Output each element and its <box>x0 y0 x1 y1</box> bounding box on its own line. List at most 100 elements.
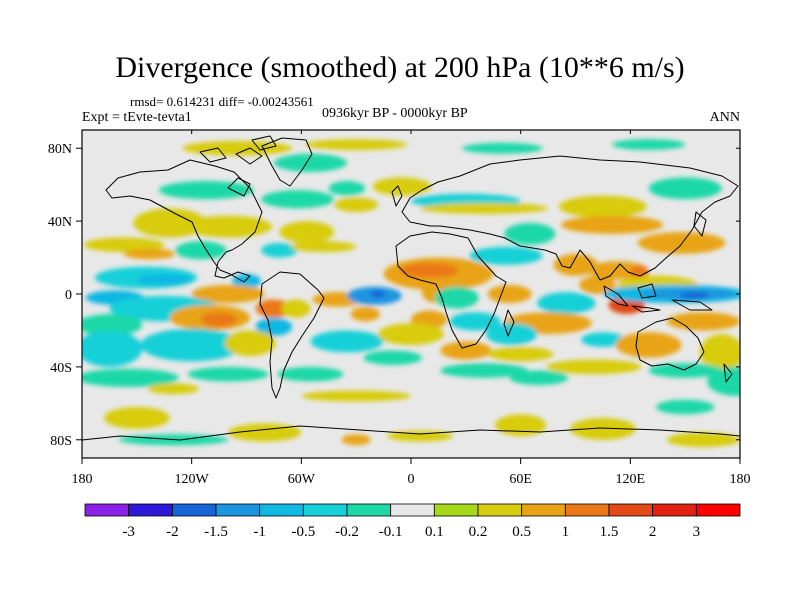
colorbar-label: -0.1 <box>379 524 403 540</box>
anomaly-cell <box>279 221 335 243</box>
colorbar-label: -3 <box>122 524 135 540</box>
anomaly-cell <box>82 330 143 367</box>
anomaly-cell <box>328 181 366 196</box>
anomaly-cell <box>370 290 386 298</box>
anomaly-cell <box>363 350 422 366</box>
anomaly-cell <box>184 215 273 238</box>
anomaly-cell <box>301 390 411 402</box>
colorbar-label: 0.5 <box>512 524 531 540</box>
anomaly-cell <box>559 195 647 218</box>
colorbar-swatch <box>84 503 130 517</box>
anomaly-cell <box>420 202 549 214</box>
anomaly-cell <box>255 317 293 336</box>
x-tick-label: 60E <box>509 472 532 487</box>
colorbar-label: 1.5 <box>600 524 619 540</box>
y-tick-label: 40N <box>48 215 72 230</box>
anomaly-cell <box>158 181 254 200</box>
anomaly-cell <box>334 197 379 212</box>
anomaly-cell <box>136 273 192 285</box>
anomaly-cell <box>630 264 649 280</box>
anomaly-cell <box>140 328 243 362</box>
anomaly-cell <box>261 242 298 258</box>
colorbar-swatch <box>259 503 304 517</box>
colorbar-label: 2 <box>649 524 657 540</box>
colorbar-label: -1 <box>253 524 266 540</box>
divergence-field <box>82 139 740 448</box>
anomaly-cell <box>579 275 616 294</box>
colorbar-swatch <box>302 503 348 517</box>
y-tick-label: 80S <box>50 434 72 449</box>
x-tick-label: 0 <box>408 472 415 487</box>
anomaly-cell <box>200 312 238 327</box>
colorbar-label: -0.5 <box>291 524 315 540</box>
anomaly-cell <box>341 434 371 446</box>
season-label: ANN <box>709 110 740 125</box>
anomaly-cell <box>273 153 348 172</box>
colorbar-swatch <box>171 503 217 517</box>
anomaly-cell <box>509 370 569 386</box>
anomaly-cell <box>124 248 176 260</box>
anomaly-cell <box>485 323 538 346</box>
diff-value: -0.00243561 <box>247 94 314 109</box>
experiment-value: tEvte-tevta1 <box>123 110 192 125</box>
colorbar-label: 1 <box>562 524 570 540</box>
anomaly-cell <box>537 292 596 315</box>
anomaly-cell <box>655 399 715 415</box>
anomaly-cell <box>580 332 625 347</box>
anomaly-cell <box>560 215 664 234</box>
colorbar-label: -0.2 <box>335 524 359 540</box>
anomaly-cell <box>350 306 380 322</box>
anomaly-cell <box>400 263 459 278</box>
anomaly-cell <box>188 366 269 382</box>
anomaly-cell <box>83 237 165 253</box>
colorbar-swatch <box>477 503 523 517</box>
y-tick-label: 0 <box>65 288 72 303</box>
anomaly-cell <box>615 332 682 358</box>
map-area <box>81 129 741 459</box>
anomaly-cell <box>175 241 227 260</box>
colorbar-swatch <box>128 503 173 517</box>
anomaly-cell <box>440 363 528 378</box>
colorbar-swatch <box>521 503 566 517</box>
anomaly-cell <box>261 190 335 209</box>
anomaly-cell <box>504 222 556 245</box>
anomaly-cell <box>679 292 709 300</box>
anomaly-cell <box>310 330 384 353</box>
rmsd-value: 0.614231 <box>166 94 216 109</box>
y-tick-label: 40S <box>50 361 72 376</box>
colorbar-label: 3 <box>693 524 701 540</box>
colorbar-label: 0.2 <box>469 524 488 540</box>
anomaly-cell <box>231 273 262 289</box>
anomaly-cell <box>570 417 636 440</box>
anomaly-cell <box>191 284 265 304</box>
x-tick-label: 180 <box>730 472 751 487</box>
anomaly-cell <box>277 366 344 382</box>
anomaly-cell <box>147 383 199 395</box>
x-tick-label: 120E <box>616 472 646 487</box>
anomaly-cell <box>487 284 532 304</box>
anomaly-cell <box>495 414 547 437</box>
anomaly-cell <box>487 346 554 362</box>
anomaly-cell <box>553 253 598 276</box>
anomaly-cell <box>699 334 740 371</box>
anomaly-cell <box>290 241 357 253</box>
anomaly-cell <box>648 363 722 378</box>
anomaly-cell <box>612 139 686 151</box>
period-label: 0936kyr BP - 0000kyr BP <box>322 106 468 121</box>
anomaly-cell <box>378 323 444 346</box>
stats-line: rmsd= 0.614231 diff= -0.00243561 <box>130 94 314 109</box>
colorbar-swatch <box>346 503 392 517</box>
colorbar-swatch <box>608 503 654 517</box>
colorbar-swatch <box>564 503 610 517</box>
colorbar-swatch <box>390 503 435 517</box>
anomaly-cell <box>133 208 207 238</box>
anomaly-cell <box>462 142 543 154</box>
anomaly-cell <box>82 314 143 336</box>
anomaly-cell <box>82 368 179 387</box>
colorbar-swatch <box>433 503 479 517</box>
colorbar: -3 -2 -1.5 -1 -0.5 -0.2 -0.1 0.1 0.2 0.5 1 1.5 2 3 <box>84 503 741 540</box>
experiment-label: Expt = tEvte-tevta1 <box>82 110 192 125</box>
colorbar-swatch <box>652 503 697 517</box>
